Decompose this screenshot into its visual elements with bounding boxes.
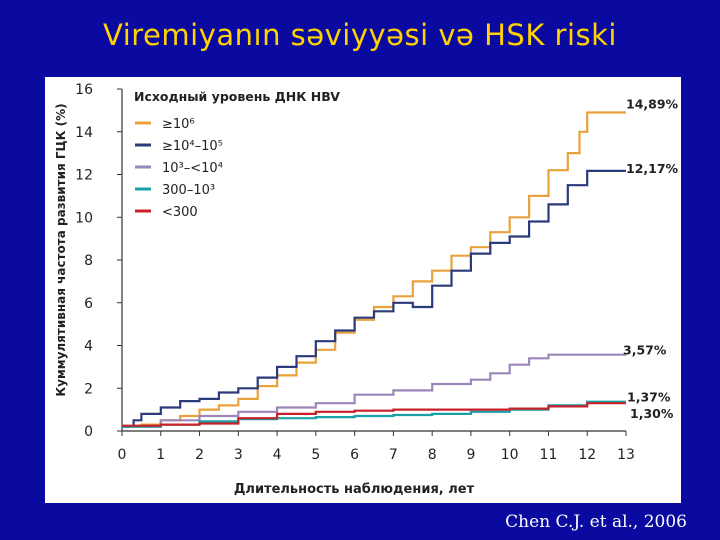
- citation: Chen C.J. et al., 2006: [505, 512, 687, 532]
- x-tick-label: 7: [389, 447, 398, 463]
- x-tick-label: 10: [501, 447, 519, 463]
- series-end-label-4: 1,37%: [627, 390, 671, 405]
- legend-label-3: 10³–<10⁴: [162, 161, 223, 176]
- legend-label-5: <300: [162, 205, 198, 220]
- y-tick-label: 0: [84, 424, 93, 440]
- x-tick-label: 13: [617, 447, 635, 463]
- chart-panel: 0 1 2 3 4 5 6 7 8 9 10 11 12 13 0 2 4 6 8 10 12 14 16 Длительно…: [45, 77, 681, 503]
- series-line-5: [122, 402, 626, 427]
- series-line-1: [122, 111, 626, 428]
- y-tick-label: 6: [84, 296, 93, 312]
- x-tick-label: 6: [350, 447, 359, 463]
- x-tick-label: 8: [428, 447, 437, 463]
- series-end-label-2: 12,17%: [626, 161, 679, 176]
- x-tick-label: 1: [156, 447, 165, 463]
- x-tick-label: 3: [234, 447, 243, 463]
- series-end-label-5: 1,30%: [630, 406, 674, 421]
- series-line-2: [122, 169, 626, 428]
- legend-label-1: ≥10⁶: [162, 117, 195, 132]
- y-tick-label: 16: [75, 82, 93, 98]
- y-tick-label: 14: [75, 125, 93, 141]
- legend-label-4: 300–10³: [162, 183, 215, 198]
- x-tick-label: 5: [311, 447, 320, 463]
- series-line-3: [122, 353, 626, 428]
- legend-title: Исходный уровень ДНК HBV: [134, 89, 340, 104]
- x-axis-label: Длительность наблюдения, лет: [234, 482, 475, 497]
- slide-title: Viremiyanın səviyyəsi və HSK riski: [103, 18, 617, 52]
- x-tick-label: 12: [578, 447, 596, 463]
- x-tick-label: 0: [118, 447, 127, 463]
- x-tick-label: 2: [195, 447, 204, 463]
- x-tick-label: 9: [466, 447, 475, 463]
- x-tick-label: 11: [540, 447, 558, 463]
- y-axis-label: Куммулятивная частота развития ГЦК (%): [54, 103, 68, 396]
- series-end-label-1: 14,89%: [626, 97, 679, 112]
- series-end-label-3: 3,57%: [623, 343, 667, 358]
- y-tick-label: 10: [75, 210, 93, 226]
- y-tick-label: 4: [84, 339, 93, 355]
- x-tick-label: 4: [273, 447, 282, 463]
- y-tick-label: 2: [84, 381, 93, 397]
- hcc-risk-chart: 0 1 2 3 4 5 6 7 8 9 10 11 12 130246810121416Длительно…: [54, 82, 679, 497]
- y-tick-label: 8: [84, 253, 93, 269]
- legend-label-2: ≥10⁴–10⁵: [162, 139, 223, 154]
- y-tick-label: 12: [75, 168, 93, 184]
